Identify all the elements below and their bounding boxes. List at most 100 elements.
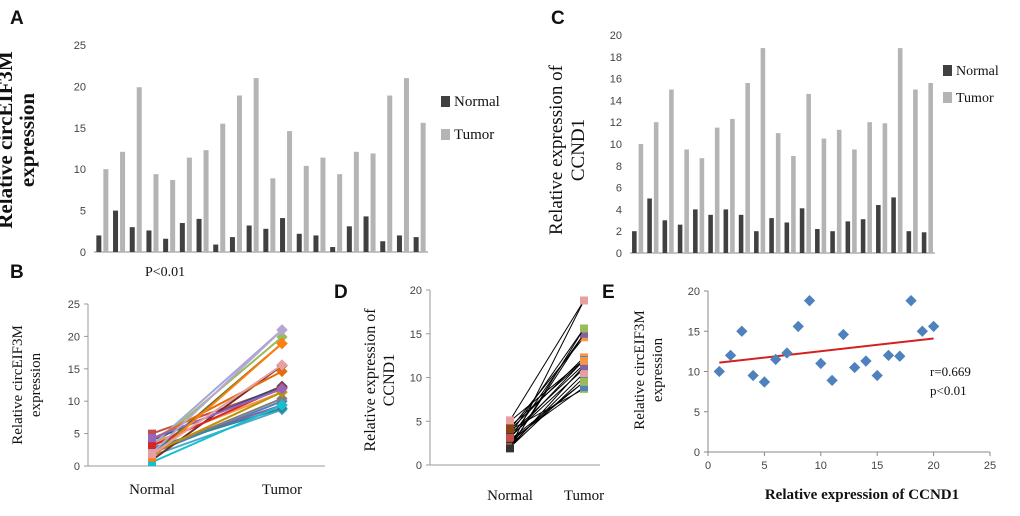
panel-e-y-tick-label: 5 bbox=[694, 407, 700, 419]
panel-c-y-tick-label: 10 bbox=[610, 139, 622, 151]
panel-e-scatter-point bbox=[736, 325, 748, 337]
panel-e-scatter-point bbox=[713, 365, 725, 378]
panel-a-legend-swatch-normal bbox=[441, 96, 450, 107]
panel-d-normal-marker bbox=[506, 422, 514, 431]
panel-d-pair-line bbox=[509, 365, 585, 448]
panel-a-bar-normal bbox=[196, 218, 202, 252]
panel-d-pair-line bbox=[509, 381, 585, 441]
panel-d-tumor-marker bbox=[580, 369, 588, 378]
panel-c-bar-normal bbox=[830, 231, 835, 253]
panel-e-p-annotation: p<0.01 bbox=[930, 383, 967, 398]
panel-a-bar-tumor bbox=[337, 174, 343, 252]
panel-a-bar-tumor bbox=[387, 95, 393, 253]
panel-b-pair-line bbox=[151, 391, 283, 454]
panel-a-bar-normal bbox=[330, 247, 336, 252]
panel-e-scatter-point bbox=[916, 325, 928, 337]
panel-d-y-label-part2: CCND1 bbox=[381, 354, 398, 406]
panel-d-y-axis-label: Relative expression of CCND1 bbox=[362, 308, 398, 452]
panel-d-pair-line bbox=[509, 359, 585, 439]
panel-d-x-label-normal: Normal bbox=[487, 488, 533, 504]
panel-d-x-label-tumor: Tumor bbox=[564, 488, 604, 504]
panel-d-y-tick-label: 15 bbox=[410, 329, 422, 341]
panel-a-p-value: P<0.01 bbox=[145, 265, 185, 280]
panel-d-tumor-marker bbox=[580, 383, 588, 392]
panel-b-y-tick-label: 5 bbox=[74, 429, 80, 441]
panel-c-bar-normal bbox=[677, 224, 683, 253]
panel-c-bar-normal bbox=[906, 231, 912, 253]
panel-e-scatter-point bbox=[758, 376, 771, 388]
panel-e-scatter-point bbox=[724, 349, 737, 362]
panel-e-scatter-point bbox=[882, 349, 895, 362]
panel-e-scatter-point bbox=[871, 369, 883, 382]
panel-d-normal-marker bbox=[506, 433, 514, 442]
panel-e-scatter-point bbox=[894, 350, 906, 362]
panel-c-bar-normal bbox=[845, 221, 851, 253]
panel-e-scatter-point bbox=[848, 361, 861, 374]
panel-b-y-tick-label: 25 bbox=[68, 299, 80, 311]
panel-c-legend-swatch-tumor bbox=[943, 92, 952, 103]
panel-a-y-tick-label: 25 bbox=[74, 40, 86, 52]
panel-b-pair-line bbox=[151, 329, 283, 454]
panel-a-bar-tumor bbox=[320, 157, 326, 252]
panel-a-bar-tumor bbox=[170, 179, 176, 252]
panel-a-y-tick-label: 10 bbox=[74, 164, 86, 176]
panel-a-legend-swatch-tumor bbox=[441, 129, 450, 140]
panel-e-scatter-point bbox=[792, 320, 804, 333]
panel-a-bar-normal bbox=[229, 237, 235, 252]
panel-c-bar-tumor bbox=[913, 89, 918, 253]
panel-c-bar-tumor bbox=[806, 93, 811, 253]
panel-e-scatter-point bbox=[860, 355, 872, 367]
panel-e-trendline bbox=[719, 337, 934, 364]
panel-c-bar-tumor bbox=[669, 89, 674, 253]
panel-d-tumor-marker bbox=[580, 356, 588, 365]
panel-c-y-label-part2: CCND1 bbox=[568, 119, 589, 181]
panel-d-pair-line bbox=[509, 386, 585, 441]
panel-d-normal-marker bbox=[506, 444, 514, 453]
panel-d-tumor-marker bbox=[580, 362, 588, 371]
panel-a-bar-normal bbox=[129, 227, 135, 252]
panel-c-bar-tumor bbox=[821, 138, 827, 253]
panel-c-bar-tumor bbox=[653, 122, 659, 253]
panel-c-bar-normal bbox=[799, 208, 805, 253]
panel-e-r-annotation: r=0.669 bbox=[930, 364, 971, 379]
panel-e-scatter-point bbox=[905, 295, 917, 307]
panel-c-bar-tumor bbox=[867, 122, 872, 253]
panel-e-x-tick-label: 20 bbox=[927, 460, 939, 472]
panel-a-bar-normal bbox=[146, 230, 152, 252]
panel-b-tumor-marker bbox=[276, 392, 288, 405]
panel-a-bar-tumor bbox=[270, 178, 276, 252]
panel-a-bar-normal bbox=[163, 238, 169, 252]
panel-a-bar-tumor bbox=[136, 87, 142, 252]
panel-c-bar-normal bbox=[662, 220, 668, 253]
panel-d-pair-line bbox=[509, 360, 585, 427]
panel-b-paired-line-chart: 0 5 10 15 20 25 Normal Tumor bbox=[68, 299, 325, 498]
panel-d-pair-line bbox=[509, 328, 585, 435]
panel-e-scatter-point bbox=[770, 353, 782, 366]
panel-a-bar-tumor bbox=[203, 150, 209, 252]
panel-a-bar-normal bbox=[280, 218, 286, 252]
panel-d-y-tick-label: 20 bbox=[410, 285, 422, 297]
panel-a-legend-label-normal: Normal bbox=[454, 94, 500, 110]
panel-d-pair-line bbox=[509, 300, 585, 421]
panel-e-y-label-part1: Relative circEIF3M bbox=[632, 310, 648, 430]
panel-c-y-tick-label: 2 bbox=[616, 226, 622, 238]
panel-a-bar-tumor bbox=[287, 131, 293, 252]
panel-d-tumor-marker bbox=[580, 324, 588, 333]
panel-a-bar-normal bbox=[363, 216, 369, 252]
panel-a-bar-tumor bbox=[120, 151, 126, 252]
panel-c-bar-tumor bbox=[882, 123, 888, 253]
panel-a-bar-tumor bbox=[353, 151, 359, 252]
panel-d-y-tick-label: 5 bbox=[416, 416, 422, 428]
panel-a-bar-tumor bbox=[220, 123, 226, 252]
panel-a-bar-normal bbox=[96, 235, 102, 252]
panel-b-pair-line bbox=[151, 404, 283, 464]
panel-a-y-tick-label: 5 bbox=[80, 206, 86, 218]
panel-c-bar-normal bbox=[891, 197, 896, 253]
panel-c-y-tick-label: 6 bbox=[616, 183, 622, 195]
panel-a-bar-tumor bbox=[253, 78, 259, 253]
panel-e-y-tick-label: 0 bbox=[694, 447, 700, 459]
panel-e-x-axis-label: Relative expression of CCND1 bbox=[765, 487, 959, 503]
panel-a-bar-normal bbox=[179, 223, 185, 252]
panel-d-tumor-marker bbox=[580, 296, 588, 305]
panel-e-scatter-point bbox=[815, 357, 827, 370]
